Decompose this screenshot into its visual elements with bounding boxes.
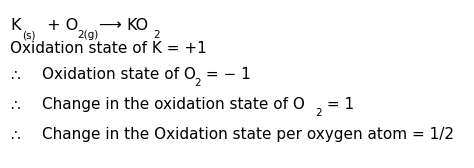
Text: ⟶: ⟶ (98, 18, 121, 33)
Text: ∴: ∴ (10, 97, 20, 112)
Text: Oxidation state of O: Oxidation state of O (42, 67, 196, 82)
Text: = − 1: = − 1 (201, 67, 251, 82)
Text: = 1: = 1 (322, 97, 354, 112)
Text: 2: 2 (315, 108, 322, 118)
Text: (s): (s) (22, 30, 36, 40)
Text: 2(g): 2(g) (77, 30, 98, 40)
Text: 2: 2 (194, 78, 201, 88)
Text: 2: 2 (153, 30, 160, 40)
Text: Change in the oxidation state of O: Change in the oxidation state of O (42, 97, 305, 112)
Text: ∴: ∴ (10, 67, 20, 82)
Text: ∴: ∴ (10, 127, 20, 142)
Text: + O: + O (42, 18, 78, 33)
Text: KO: KO (126, 18, 148, 33)
Text: K: K (10, 18, 20, 33)
Text: Change in the Oxidation state per oxygen atom = 1/2: Change in the Oxidation state per oxygen… (42, 127, 454, 142)
Text: Oxidation state of K = +1: Oxidation state of K = +1 (10, 41, 207, 56)
